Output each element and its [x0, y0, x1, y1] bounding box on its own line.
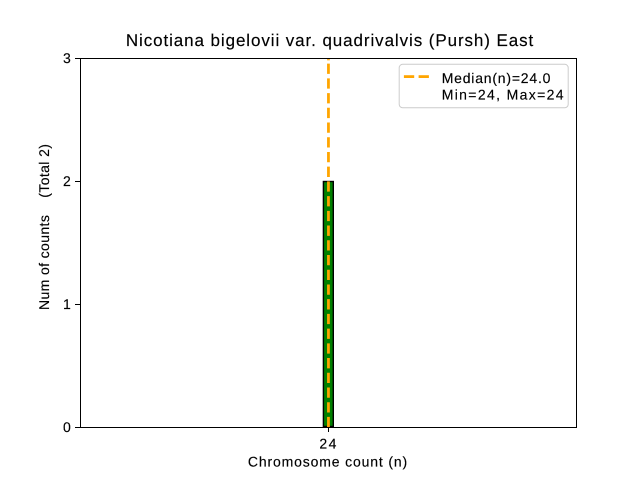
svg-text:Nicotiana bigelovii var. quadr: Nicotiana bigelovii var. quadrivalvis (P… — [126, 31, 534, 50]
svg-text:1: 1 — [63, 296, 71, 312]
svg-text:Median(n)=24.0: Median(n)=24.0 — [442, 70, 552, 86]
svg-text:2: 2 — [63, 173, 71, 189]
svg-text:Num of counts (Total 2): Num of counts (Total 2) — [36, 144, 52, 310]
svg-text:24: 24 — [319, 435, 337, 451]
svg-text:3: 3 — [63, 50, 71, 66]
svg-text:0: 0 — [63, 419, 71, 435]
svg-text:Min=24, Max=24: Min=24, Max=24 — [442, 86, 565, 102]
svg-text:Chromosome count (n): Chromosome count (n) — [248, 453, 408, 469]
